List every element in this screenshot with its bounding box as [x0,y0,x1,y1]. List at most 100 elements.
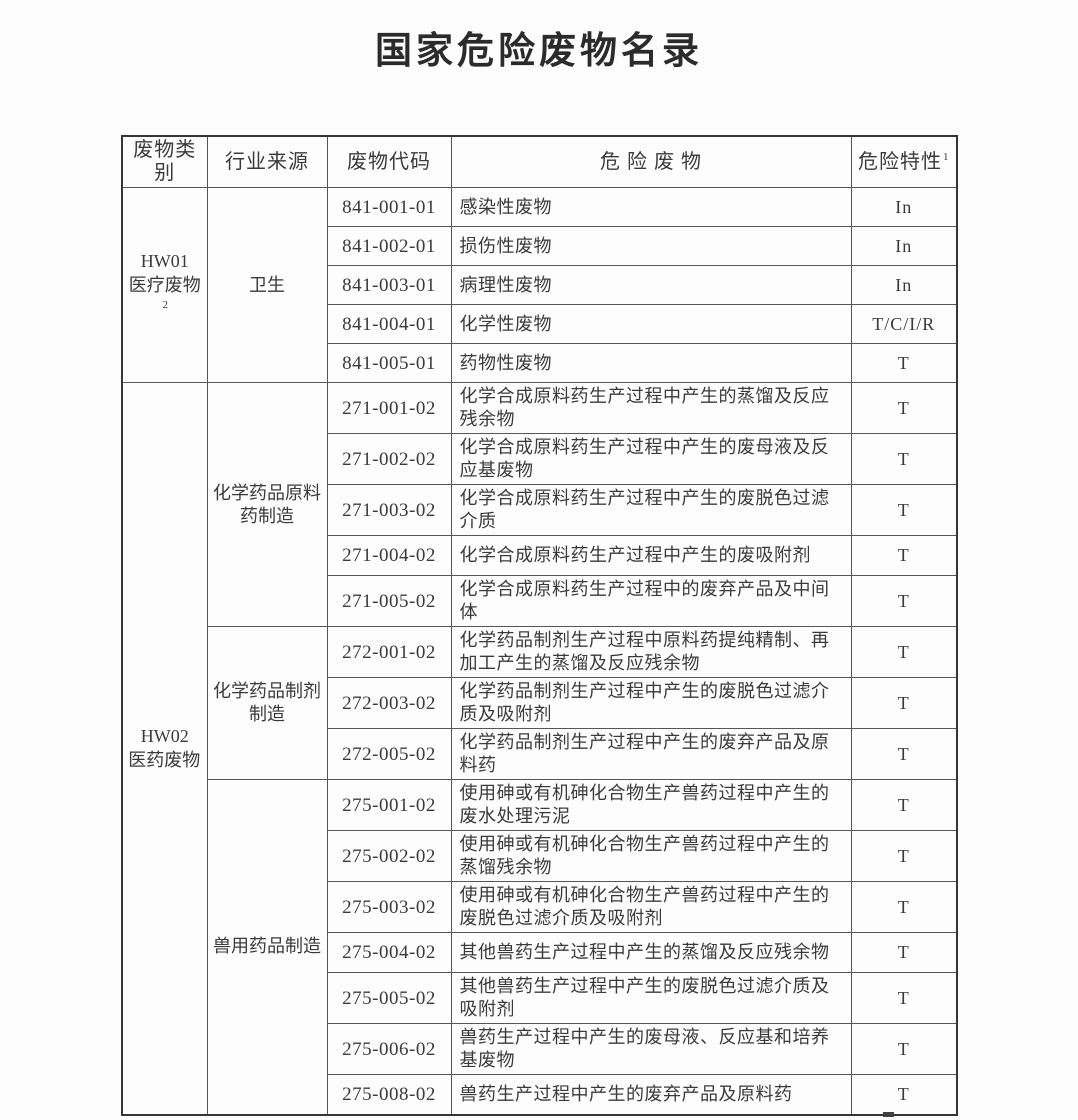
waste-code-cell: 841-003-01 [326,265,452,305]
waste-row: 271-003-02 化学合成原料药生产过程中产生的废脱色过滤介质 T [122,484,958,536]
waste-code-cell: 841-001-01 [326,187,452,227]
header-waste-code: 废物代码 [326,135,452,188]
waste-name-cell: 化学合成原料药生产过程中产生的废吸附剂 [450,535,852,576]
waste-name-cell: 化学药品制剂生产过程中原料药提纯精制、再加工产生的蒸馏及反应残余物 [450,626,852,678]
hazard-property-cell: T [850,881,958,933]
header-hazard-property-label: 危险特性 [858,150,942,173]
hazard-property-cell: T [850,1023,958,1075]
hazard-property-cell: T [850,972,958,1024]
hazard-property-cell: T [850,626,958,678]
waste-code-cell: 271-005-02 [326,575,452,627]
waste-code-cell: 272-003-02 [326,677,452,729]
waste-name-cell: 化学药品制剂生产过程中产生的废弃产品及原料药 [450,728,852,780]
waste-row: 化学药品制剂制造 272-001-02 化学药品制剂生产过程中原料药提纯精制、再加工… [122,626,958,780]
waste-code-cell: 841-002-01 [326,226,452,266]
waste-row: 275-008-02 兽药生产过程中产生的废弃产品及原料药 T [122,1074,958,1115]
industry-cell: 化学药品原料药制造 [206,382,328,627]
waste-name-cell: 化学药品制剂生产过程中产生的废脱色过滤介质及吸附剂 [450,677,852,729]
waste-code-cell: 271-004-02 [326,535,452,576]
header-industry-source: 行业来源 [206,135,328,188]
waste-code-cell: 275-008-02 [326,1074,452,1115]
page-number-mark [883,1112,894,1117]
waste-name-cell: 病理性废物 [450,265,852,305]
hazard-property-cell: T [850,535,958,576]
waste-code-cell: 275-002-02 [326,830,452,882]
waste-code-cell: 275-004-02 [326,932,452,973]
waste-code-cell: 275-001-02 [326,779,452,831]
waste-row: 272-005-02 化学药品制剂生产过程中产生的废弃产品及原料药 T [122,728,958,780]
waste-code-cell: 841-005-01 [326,343,452,383]
waste-name-cell: 损伤性废物 [450,226,852,266]
hazard-property-cell: T [850,932,958,973]
hazard-property-cell: T [850,343,958,383]
hazard-property-cell: T [850,575,958,627]
waste-row: 841-002-01 损伤性废物 In [122,226,958,266]
waste-name-cell: 感染性废物 [450,187,852,227]
hazard-property-cell: T [850,779,958,831]
waste-row: 275-006-02 兽药生产过程中产生的废母液、反应基和培养基废物 T [122,1023,958,1075]
waste-row: 271-004-02 化学合成原料药生产过程中产生的废吸附剂 T [122,535,958,576]
waste-row: 271-002-02 化学合成原料药生产过程中产生的废母液及反应基废物 T [122,433,958,485]
waste-code-cell: 272-001-02 [326,626,452,678]
waste-code-cell: 275-003-02 [326,881,452,933]
waste-code-cell: 271-001-02 [326,382,452,434]
industry-cell: 卫生 [206,187,328,383]
waste-row: 275-004-02 其他兽药生产过程中产生的蒸馏及反应残余物 T [122,932,958,973]
waste-row: 兽用药品制造 275-001-02 使用砷或有机砷化合物生产兽药过程中产生的废水处理… [122,779,958,1115]
page-title: 国家危险废物名录 [375,31,703,72]
category-name: 医疗废物 [128,275,201,295]
waste-name-cell: 其他兽药生产过程中产生的废脱色过滤介质及吸附剂 [450,972,852,1024]
category-code: HW02 [140,726,189,747]
hazard-property-cell: T [850,677,958,729]
category-cell: HW01 医疗废物 2 [121,187,208,383]
waste-name-cell: 药物性废物 [450,343,852,383]
waste-code-cell: 272-005-02 [326,728,452,780]
category-footnote-sup: 2 [162,299,169,311]
category-name: 医药废物 [128,750,201,771]
industry-cell: 化学药品制剂制造 [206,626,328,780]
waste-name-cell: 化学合成原料药生产过程中产生的蒸馏及反应残余物 [450,382,852,434]
waste-code-cell: 271-002-02 [326,433,452,485]
waste-name-cell: 使用砷或有机砷化合物生产兽药过程中产生的废脱色过滤介质及吸附剂 [450,881,852,933]
header-footnote-sup: 1 [943,150,950,163]
industry-cell: 兽用药品制造 [206,779,328,1115]
waste-name-cell: 兽药生产过程中产生的废母液、反应基和培养基废物 [450,1023,852,1075]
waste-row: 271-005-02 化学合成原料药生产过程中的废弃产品及中间体 T [122,575,958,627]
category-name-line: 医药废物 [126,748,204,772]
waste-code-cell: 271-003-02 [326,484,452,536]
hazard-property-cell: T [850,382,958,434]
hazard-property-cell: In [850,226,958,266]
hazard-property-cell: T/C/I/R [850,304,958,344]
waste-name-cell: 化学合成原料药生产过程中产生的废母液及反应基废物 [450,433,852,485]
waste-code-cell: 275-006-02 [326,1023,452,1075]
waste-row: 841-003-01 病理性废物 In [122,265,958,305]
category-cell: HW02 医药废物 [121,382,208,1115]
waste-row: 841-005-01 药物性废物 T [122,343,958,383]
hazard-property-cell: T [850,484,958,536]
hazard-property-cell: In [850,265,958,305]
hazard-property-cell: T [850,728,958,780]
hazard-property-cell: T [850,830,958,882]
hazard-property-cell: T [850,1074,958,1115]
waste-row: 275-005-02 其他兽药生产过程中产生的废脱色过滤介质及吸附剂 T [122,972,958,1024]
waste-name-cell: 化学性废物 [450,304,852,344]
category-name-line: 医疗废物 2 [126,273,204,321]
waste-name-cell: 使用砷或有机砷化合物生产兽药过程中产生的蒸馏残余物 [450,830,852,882]
waste-name-cell: 使用砷或有机砷化合物生产兽药过程中产生的废水处理污泥 [450,779,852,831]
category-code: HW01 [140,251,189,271]
waste-row: 272-003-02 化学药品制剂生产过程中产生的废脱色过滤介质及吸附剂 T [122,677,958,729]
header-hazard-property: 危险特性1 [850,135,958,188]
waste-row: 275-003-02 使用砷或有机砷化合物生产兽药过程中产生的废脱色过滤介质及吸附… [122,881,958,933]
header-hazardous-waste: 危 险 废 物 [450,135,852,188]
waste-row: 841-004-01 化学性废物 T/C/I/R [122,304,958,344]
waste-code-cell: 275-005-02 [326,972,452,1024]
table-header-row: 废物类别 行业来源 废物代码 危 险 废 物 危险特性1 [121,135,958,188]
waste-code-cell: 841-004-01 [326,304,452,344]
hazardous-waste-table: 废物类别 行业来源 废物代码 危 险 废 物 危险特性1 HW01 医疗废物 2 卫生… [121,135,958,1116]
waste-name-cell: 兽药生产过程中产生的废弃产品及原料药 [450,1074,852,1115]
waste-name-cell: 化学合成原料药生产过程中的废弃产品及中间体 [450,575,852,627]
waste-row: HW02 医药废物 化学药品原料药制造 271-001-02 化学合成原料药生产过程中产… [121,382,958,1115]
waste-name-cell: 化学合成原料药生产过程中产生的废脱色过滤介质 [450,484,852,536]
hazard-property-cell: In [850,187,958,227]
